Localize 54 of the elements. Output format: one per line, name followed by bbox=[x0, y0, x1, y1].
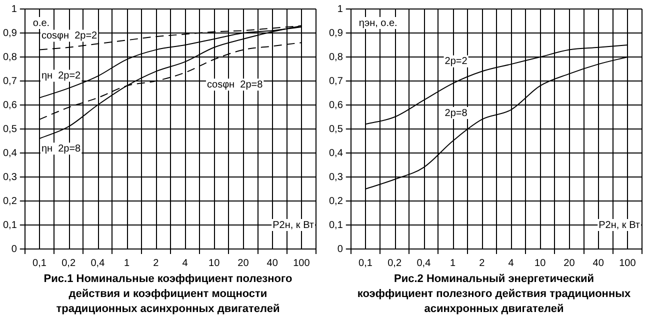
y-tick-label: 0,2 bbox=[2, 196, 18, 207]
y-tick-label: 0,1 bbox=[328, 220, 344, 231]
x-tick-label: 40 bbox=[592, 258, 604, 269]
y-tick-label: 0,7 bbox=[2, 76, 18, 87]
series-label: 2p=8 bbox=[444, 108, 468, 119]
y-axis-title: ηэн, о.е. bbox=[358, 18, 398, 29]
x-tick-label: 0,1 bbox=[358, 258, 373, 269]
x-tick-label: 20 bbox=[238, 258, 250, 269]
y-tick-label: 0,6 bbox=[2, 100, 18, 111]
y-axis-title: о.е. bbox=[32, 18, 50, 29]
x-tick-label: 10 bbox=[534, 258, 546, 269]
x-tick-label: 4 bbox=[182, 258, 188, 269]
y-tick-label: 0,8 bbox=[328, 52, 344, 63]
y-tick-label: 0 bbox=[11, 244, 18, 255]
x-tick-label: 2 bbox=[479, 258, 486, 269]
x-tick-label: 4 bbox=[508, 258, 514, 269]
x-tick-label: 100 bbox=[619, 258, 636, 269]
x-tick-label: 0,1 bbox=[32, 258, 47, 269]
y-tick-label: 0,3 bbox=[2, 172, 18, 183]
series-label: cosφн 2p=2 bbox=[41, 30, 98, 42]
x-tick-label: 0,2 bbox=[62, 258, 76, 269]
x-tick-label: 0,4 bbox=[90, 258, 106, 269]
x-axis-title: P2н, к Вт bbox=[598, 220, 640, 231]
series-label: ηн 2p=8 bbox=[41, 143, 82, 154]
x-tick-label: 2 bbox=[153, 258, 160, 269]
x-tick-label: 1 bbox=[124, 258, 130, 269]
x-tick-label: 40 bbox=[266, 258, 278, 269]
x-axis-title: P2н, к Вт bbox=[272, 220, 314, 231]
y-tick-label: 0,4 bbox=[328, 148, 344, 159]
x-tick-label: 10 bbox=[208, 258, 220, 269]
y-tick-label: 0,2 bbox=[328, 196, 344, 207]
text: Рис.1 Номинальные коэффициент полезного действия и коэффициент мощности традиционных асинхронных двигателей bbox=[42, 272, 294, 317]
y-tick-label: 0,6 bbox=[328, 100, 344, 111]
y-tick-label: 0,3 bbox=[328, 172, 344, 183]
y-tick-label: 1 bbox=[11, 4, 18, 15]
y-tick-label: 0 bbox=[337, 244, 344, 255]
x-tick-label: 100 bbox=[293, 258, 310, 269]
x-tick-label: 1 bbox=[450, 258, 456, 269]
y-tick-label: 0,4 bbox=[2, 148, 18, 159]
series-label: ηн 2p=2 bbox=[41, 70, 82, 82]
x-tick-label: 20 bbox=[564, 258, 576, 269]
x-tick-label: 0,4 bbox=[416, 258, 432, 269]
y-tick-label: 1 bbox=[337, 4, 344, 15]
y-tick-label: 0,9 bbox=[2, 28, 18, 39]
y-tick-label: 0,5 bbox=[2, 124, 18, 135]
y-tick-label: 0,8 bbox=[2, 52, 18, 63]
series-label: cosφн 2p=8 bbox=[207, 79, 264, 90]
x-tick-label: 0,2 bbox=[388, 258, 402, 269]
y-tick-label: 0,1 bbox=[2, 220, 18, 231]
series-label: 2p=2 bbox=[444, 56, 468, 68]
y-tick-label: 0,5 bbox=[328, 124, 344, 135]
y-tick-label: 0,9 bbox=[328, 28, 344, 39]
text: Рис.2 Номинальный энергетический коэффициент полезного действия традиционных асинхронных двигателей bbox=[356, 272, 632, 317]
y-tick-label: 0,7 bbox=[328, 76, 344, 87]
